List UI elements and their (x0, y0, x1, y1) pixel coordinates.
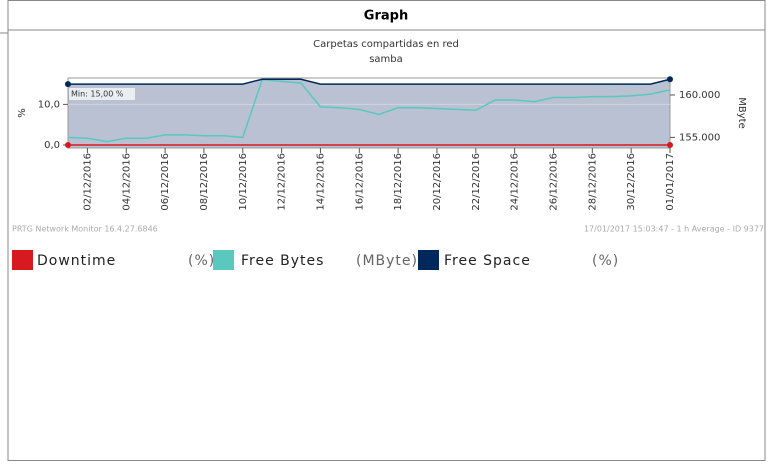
area (68, 79, 670, 148)
legend-unit: (%) (592, 253, 619, 269)
panel (7, 0, 766, 461)
x-tick-label: 01/01/2017 (665, 153, 676, 211)
end-dot (65, 141, 71, 148)
y2-axis-label: MByte (736, 97, 747, 128)
footer-left: PRTG Network Monitor 16.4.27.6846 (12, 225, 158, 234)
legend-unit: (%) (188, 253, 215, 269)
chart-title: Carpetas compartidas en red (313, 39, 459, 50)
x-tick-label: 20/12/2016 (432, 153, 443, 211)
legend-label: Free Space (444, 253, 531, 269)
y-tick-label: 10,0 (38, 99, 60, 110)
panel-title: Graph (364, 9, 408, 24)
x-tick-label: 24/12/2016 (510, 153, 521, 211)
footer-right: 17/01/2017 15:03:47 - 1 h Average - ID 9… (584, 225, 764, 234)
legend-label: Free Bytes (241, 253, 324, 269)
y-tick-label: 0,0 (44, 140, 60, 151)
end-dot (667, 76, 673, 83)
legend-swatch (213, 250, 234, 270)
legend-swatch (418, 250, 439, 270)
plot-frame (67, 77, 671, 149)
y2-tick-label: 160.000 (679, 90, 720, 101)
x-tick-label: 28/12/2016 (587, 153, 598, 211)
legend-swatch (12, 250, 33, 270)
x-tick-label: 02/12/2016 (82, 153, 93, 211)
x-tick-label: 18/12/2016 (393, 153, 404, 211)
end-dot (65, 81, 71, 88)
x-tick-label: 26/12/2016 (548, 153, 559, 211)
chart-subtitle: samba (369, 54, 403, 65)
x-tick-label: 22/12/2016 (471, 153, 482, 211)
annotation: Min: 15,00 % (71, 90, 124, 99)
x-tick-label: 30/12/2016 (626, 153, 637, 211)
legend-unit: (MByte) (356, 253, 418, 269)
x-tick-label: 14/12/2016 (315, 153, 326, 211)
legend-label: Downtime (37, 253, 116, 269)
x-tick-label: 16/12/2016 (354, 153, 365, 211)
annotation-box (69, 88, 135, 100)
y-axis-label: % (17, 108, 28, 118)
end-dot (667, 141, 673, 148)
y2-tick-label: 155.000 (679, 132, 720, 143)
x-tick-label: 04/12/2016 (121, 153, 132, 211)
x-tick-label: 10/12/2016 (238, 153, 249, 211)
series-line (67, 78, 671, 143)
x-tick-label: 06/12/2016 (160, 153, 171, 211)
x-tick-label: 12/12/2016 (277, 153, 288, 211)
series-line (68, 78, 671, 85)
x-tick-label: 08/12/2016 (199, 153, 210, 211)
